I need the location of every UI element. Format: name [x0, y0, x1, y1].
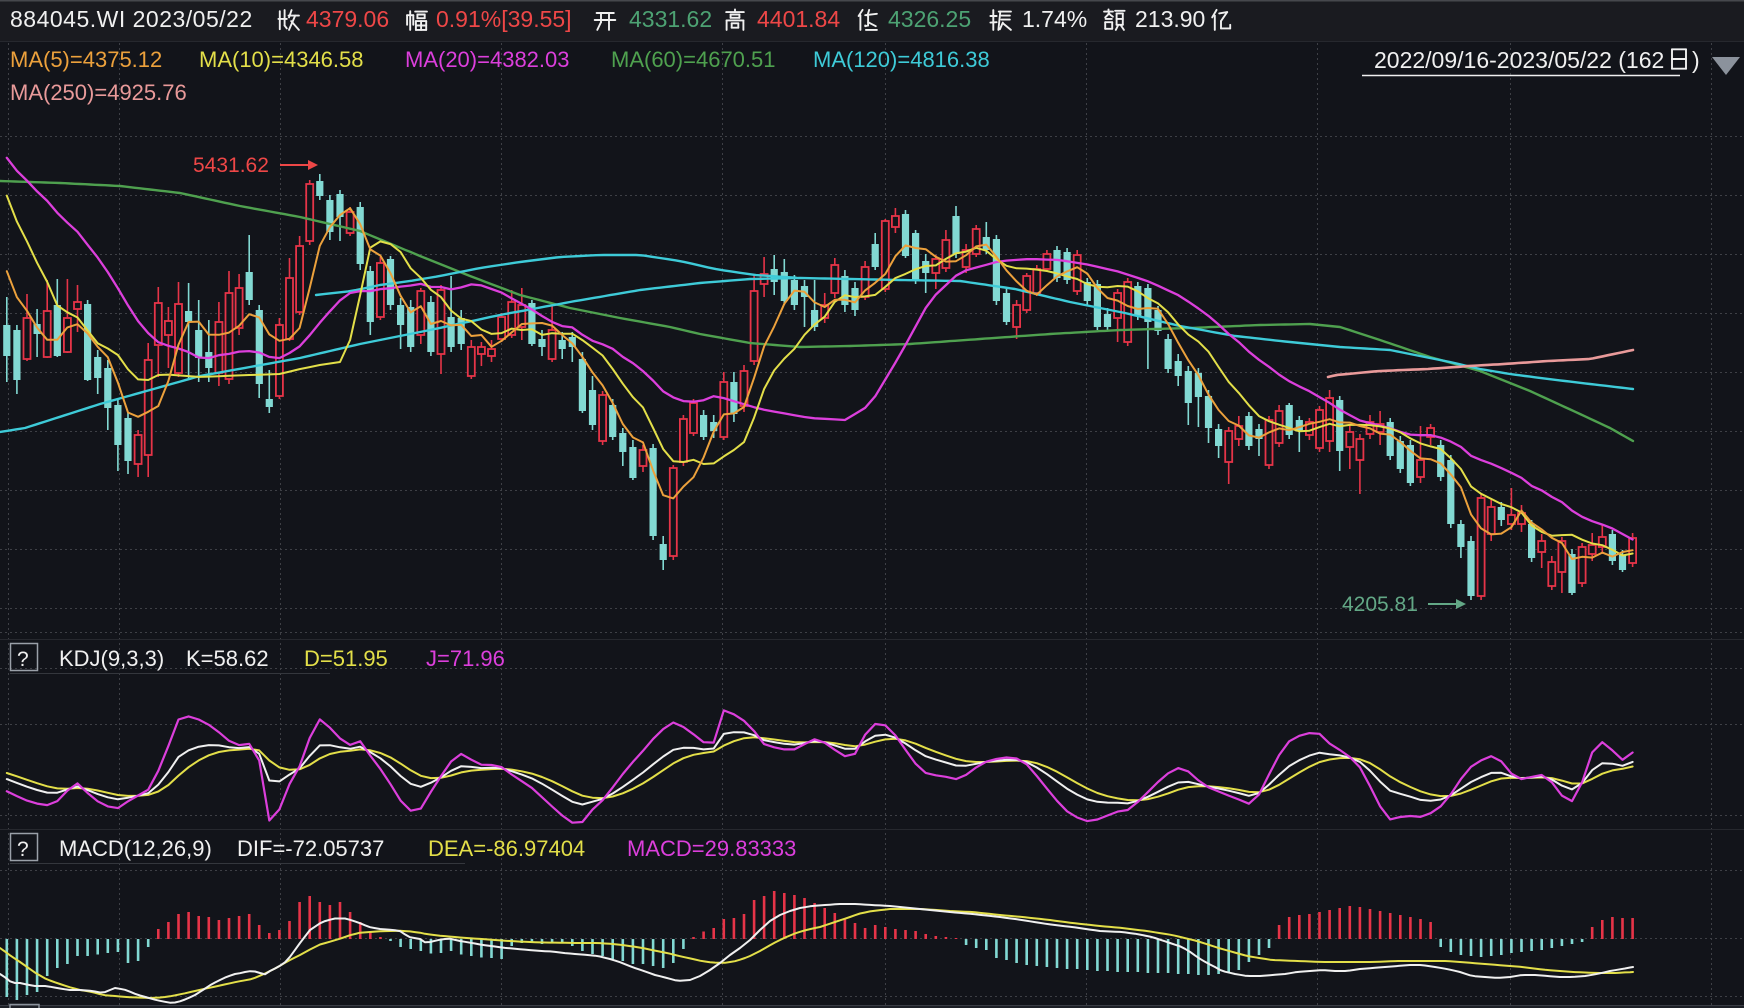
- svg-text:MA(60)=4670.51: MA(60)=4670.51: [611, 47, 776, 72]
- svg-text:MA(20)=4382.03: MA(20)=4382.03: [405, 47, 570, 72]
- svg-text:0.91%[39.55]: 0.91%[39.55]: [436, 6, 572, 32]
- svg-text:4401.84: 4401.84: [757, 6, 840, 32]
- svg-text:4205.81: 4205.81: [1342, 593, 1418, 616]
- svg-text:DIF=-72.05737: DIF=-72.05737: [237, 836, 384, 861]
- svg-text:?: ?: [17, 648, 29, 671]
- svg-text:1.74%: 1.74%: [1022, 6, 1087, 32]
- svg-text:4379.06: 4379.06: [306, 6, 389, 32]
- svg-text:5431.62: 5431.62: [193, 154, 269, 177]
- svg-text:MA(250)=4925.76: MA(250)=4925.76: [10, 80, 187, 105]
- svg-text:): ): [1692, 47, 1700, 73]
- svg-text:MACD=29.83333: MACD=29.83333: [627, 836, 796, 861]
- svg-text:MA(120)=4816.38: MA(120)=4816.38: [813, 47, 990, 72]
- svg-text:J=71.96: J=71.96: [426, 646, 505, 671]
- svg-text:D=51.95: D=51.95: [304, 646, 388, 671]
- svg-text:4326.25: 4326.25: [888, 6, 971, 32]
- svg-text:213.90: 213.90: [1135, 6, 1205, 32]
- svg-text:K=58.62: K=58.62: [186, 646, 269, 671]
- svg-text:4331.62: 4331.62: [629, 6, 712, 32]
- svg-text:DEA=-86.97404: DEA=-86.97404: [428, 836, 585, 861]
- svg-text:MA(5)=4375.12: MA(5)=4375.12: [10, 47, 162, 72]
- svg-text:MA(10)=4346.58: MA(10)=4346.58: [199, 47, 364, 72]
- svg-text:?: ?: [17, 838, 29, 861]
- svg-text:884045.WI 2023/05/22: 884045.WI 2023/05/22: [10, 6, 253, 32]
- svg-text:MACD(12,26,9): MACD(12,26,9): [59, 836, 212, 861]
- svg-text:2022/09/16-2023/05/22 (162: 2022/09/16-2023/05/22 (162: [1374, 47, 1664, 73]
- svg-text:KDJ(9,3,3): KDJ(9,3,3): [59, 646, 164, 671]
